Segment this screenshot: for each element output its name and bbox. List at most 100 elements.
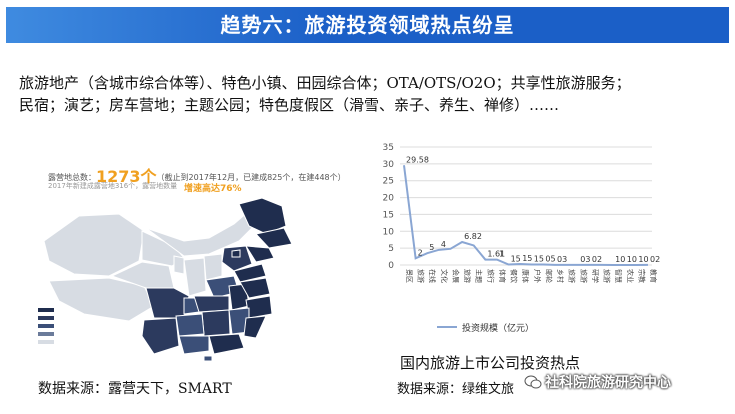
map-region-shandong xyxy=(233,263,267,283)
map-region-zhejiang xyxy=(245,295,273,319)
x-tick-label: 体育 xyxy=(498,269,507,283)
map-region-liaoning xyxy=(245,245,275,263)
map-region-hunan xyxy=(201,309,231,337)
y-tick-label: 20 xyxy=(383,194,395,204)
series-line xyxy=(403,165,649,266)
x-tick-label: 邮轮 xyxy=(544,269,553,283)
campsite-count-value: 1273个 xyxy=(96,167,157,186)
map-region-heilongjiang xyxy=(238,197,287,235)
chart-y-ticks: 0 5 10 15 20 25 30 35 xyxy=(383,143,395,271)
watermark: 社科院旅游研究中心 xyxy=(524,372,671,392)
x-tick-label: 景区 xyxy=(405,269,413,283)
x-tick-label: 旅游 xyxy=(568,269,577,283)
investment-line-chart: 05101520253035 景区 旅游 在线 文化 会展 旅游 主题 旅行 体育 餐饮 康体 户外邮… xyxy=(383,143,661,334)
data-label: 15 xyxy=(522,254,532,263)
data-label: 6.82 xyxy=(464,232,482,241)
data-label: 10 xyxy=(638,255,648,264)
source-right: 数据来源：绿维文旅 xyxy=(397,382,515,397)
map-region-shaanxi xyxy=(183,257,207,297)
y-tick-label: 35 xyxy=(383,143,394,153)
map-region-sichuan xyxy=(145,287,190,319)
page-title: 趋势六：旅游投资领域热点纷呈 xyxy=(220,13,515,37)
y-tick-label: 25 xyxy=(383,177,394,187)
data-label: 05 xyxy=(545,254,555,263)
map-legend-bar-1 xyxy=(38,308,54,312)
data-label: 2 xyxy=(418,248,423,257)
y-tick-label: 5 xyxy=(388,244,394,254)
x-tick-label: 康体 xyxy=(521,269,530,283)
map-legend-bar-5 xyxy=(38,340,54,344)
campsite-growth: 增速高达76% xyxy=(184,184,242,194)
data-label: 1 xyxy=(499,250,504,259)
data-label: 29.58 xyxy=(406,155,429,164)
x-tick-label: 旅行 xyxy=(486,269,495,283)
chart-caption: 国内旅游上市公司投资热点 xyxy=(400,354,581,372)
data-label: 10 xyxy=(615,255,625,264)
x-tick-label: 文化 xyxy=(440,269,449,283)
map-region-fujian xyxy=(243,315,267,339)
map-region-qinghai xyxy=(110,261,175,289)
intro-line-1: 旅游地产（含城市综合体等）、特色小镇、田园综合体；OTA/OTS/O2O；共享性… xyxy=(19,74,631,92)
x-tick-label: 研学 xyxy=(591,269,600,283)
x-tick-label: 宗教 xyxy=(637,269,646,283)
x-tick-label: 乡村 xyxy=(556,269,565,283)
campsite-count: 露营地总数：1273个（截止到2017年12月，已建成825个，在建448个） xyxy=(48,163,346,187)
x-tick-label: 在线 xyxy=(428,269,437,283)
campsite-note: 2017年新建成露营地316个，露营地数量 xyxy=(48,182,178,190)
data-label: 5 xyxy=(429,243,434,252)
title-banner: 趋势六：旅游投资领域热点纷呈 xyxy=(6,7,729,43)
map-region-tibet xyxy=(48,277,155,322)
map-legend-bar-3 xyxy=(38,324,54,328)
x-tick-label: 农业 xyxy=(626,269,635,283)
data-label: 02 xyxy=(592,255,602,264)
x-tick-label: 餐饮 xyxy=(510,269,519,283)
map-region-jilin xyxy=(255,227,293,249)
data-label: 03 xyxy=(580,255,590,264)
data-label: 02 xyxy=(650,255,660,264)
x-tick-label: 会展 xyxy=(451,269,460,283)
y-tick-label: 15 xyxy=(383,210,394,220)
x-tick-label: 旅游 xyxy=(579,269,588,283)
source-left: 数据来源：露营天下，SMART xyxy=(38,381,232,397)
watermark-text: 社科院旅游研究中心 xyxy=(545,375,671,391)
campsite-count-label: 露营地总数： xyxy=(48,173,96,182)
data-label: 10 xyxy=(627,255,637,264)
wechat-icon xyxy=(524,375,542,389)
x-tick-label: 户外 xyxy=(533,269,542,283)
data-label: 15 xyxy=(534,254,544,263)
map-region-yunnan xyxy=(141,317,180,355)
campsite-count-detail: （截止到2017年12月，已建成825个，在建448个） xyxy=(156,173,346,182)
x-tick-label: 旅游 xyxy=(603,269,612,283)
map-region-ningxia xyxy=(173,255,185,275)
map-region-guangdong xyxy=(208,333,245,355)
map-legend-bar-2 xyxy=(38,316,54,320)
x-tick-label: 主题 xyxy=(475,269,484,283)
chart-x-ticks: 景区 旅游 在线 文化 会展 旅游 主题 旅行 体育 餐饮 康体 户外 邮轮 乡村 旅游 旅游 研学 旅游 智慧 农业… xyxy=(405,269,658,283)
map-region-jiangsu xyxy=(239,277,271,299)
x-tick-label: 旅游 xyxy=(417,269,426,283)
intro-text: 旅游地产（含城市综合体等）、特色小镇、田园综合体；OTA/OTS/O2O；共享性… xyxy=(19,72,724,116)
map-region-hainan xyxy=(203,355,213,361)
map-region-guizhou xyxy=(175,313,205,337)
campsite-map-panel: 露营地总数：1273个（截止到2017年12月，已建成825个，在建448个） … xyxy=(34,156,346,361)
y-tick-label: 10 xyxy=(383,227,395,237)
x-tick-label: 旅游 xyxy=(463,269,472,283)
x-tick-label: 教育 xyxy=(649,269,658,283)
y-tick-label: 30 xyxy=(383,160,395,170)
legend-label: 投资规模（亿元） xyxy=(462,322,534,334)
map-region-shanxi xyxy=(203,253,223,281)
y-tick-label: 0 xyxy=(388,261,394,271)
data-label: 03 xyxy=(557,255,567,264)
chart-grid xyxy=(400,146,652,266)
x-tick-label: 智慧 xyxy=(614,269,623,283)
china-map xyxy=(38,197,293,361)
map-region-xinjiang xyxy=(43,213,145,277)
data-label: 4 xyxy=(441,240,446,249)
intro-line-2: 民宿；演艺；房车营地；主题公园；特色度假区（滑雪、亲子、养生、禅修）…… xyxy=(19,96,560,114)
data-label: 15 xyxy=(511,254,521,263)
data-label: 1.61 xyxy=(487,250,505,259)
map-region-guangxi xyxy=(178,335,210,355)
map-region-hubei xyxy=(193,295,230,313)
chart-legend: 投资规模（亿元） xyxy=(437,322,534,334)
